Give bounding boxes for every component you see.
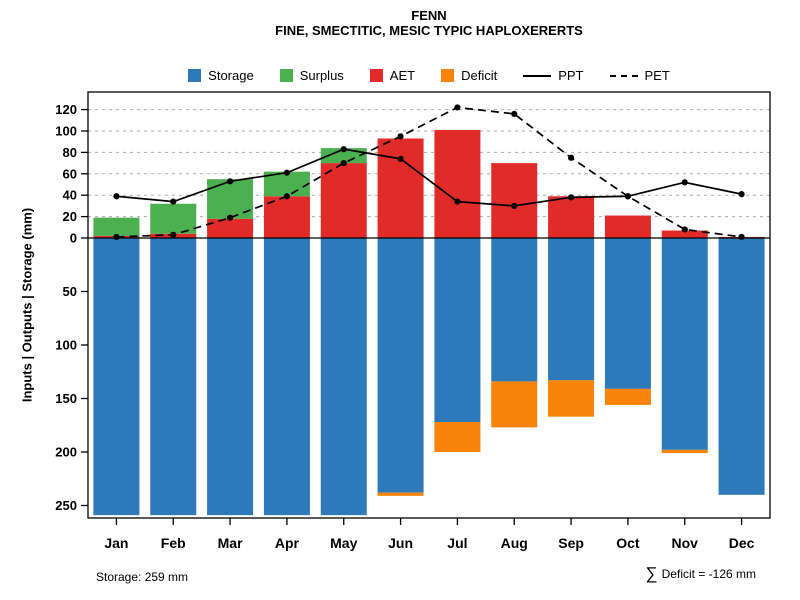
svg-text:200: 200 (55, 445, 77, 460)
deficit-annotation: ∑ Deficit = -126 mm (645, 564, 756, 583)
storage-annotation: Storage: 259 mm (96, 570, 189, 584)
svg-text:Aug: Aug (501, 535, 528, 551)
svg-text:150: 150 (55, 391, 77, 406)
legend-label-surplus: Surplus (299, 68, 344, 83)
svg-text:Oct: Oct (616, 535, 640, 551)
chart-title-line1: FENN (411, 8, 447, 23)
chart-title-line2: FINE, SMECTITIC, MESIC TYPIC HAPLOXERERT… (275, 23, 583, 38)
svg-text:0: 0 (70, 231, 77, 246)
chart-title: FENN FINE, SMECTITIC, MESIC TYPIC HAPLOX… (88, 8, 770, 38)
aet-swatch-icon (369, 69, 383, 82)
legend-label-pet: PET (644, 68, 670, 83)
svg-text:Apr: Apr (275, 535, 300, 551)
legend-item-storage: Storage (188, 68, 254, 83)
svg-text:20: 20 (63, 209, 77, 224)
ppt-line-sample-icon (523, 74, 552, 77)
legend-label-storage: Storage (208, 68, 254, 83)
svg-text:40: 40 (63, 188, 77, 203)
legend-label-ppt: PPT (558, 68, 584, 83)
legend-item-deficit: Deficit (441, 68, 497, 83)
sigma-icon: ∑ (645, 564, 658, 583)
svg-text:Dec: Dec (729, 535, 755, 551)
svg-text:Feb: Feb (161, 535, 186, 551)
legend-label-aet: AET (389, 68, 416, 83)
svg-text:80: 80 (63, 145, 77, 160)
svg-text:Jun: Jun (388, 535, 413, 551)
deficit-swatch-icon (441, 69, 455, 82)
pet-line-sample-icon (609, 74, 638, 77)
svg-text:Jul: Jul (447, 535, 467, 551)
legend-item-ppt: PPT (523, 68, 584, 83)
svg-text:120: 120 (55, 102, 77, 117)
svg-text:100: 100 (55, 338, 77, 353)
svg-text:Jan: Jan (104, 535, 128, 551)
storage-swatch-icon (188, 69, 202, 82)
svg-text:Nov: Nov (672, 535, 699, 551)
svg-text:100: 100 (55, 124, 77, 139)
legend-label-deficit: Deficit (461, 68, 498, 83)
svg-text:Sep: Sep (558, 535, 584, 551)
legend-item-aet: AET (369, 68, 416, 83)
legend-item-surplus: Surplus (279, 68, 344, 83)
svg-text:Mar: Mar (218, 535, 243, 551)
legend-item-pet: PET (609, 68, 670, 83)
svg-text:60: 60 (63, 166, 77, 181)
svg-text:50: 50 (63, 284, 77, 299)
deficit-annotation-text: Deficit = -126 mm (661, 567, 756, 581)
svg-text:May: May (330, 535, 357, 551)
surplus-swatch-icon (279, 69, 293, 82)
svg-text:250: 250 (55, 498, 77, 513)
chart-legend: Storage Surplus AET Deficit PPT PET (88, 68, 770, 83)
